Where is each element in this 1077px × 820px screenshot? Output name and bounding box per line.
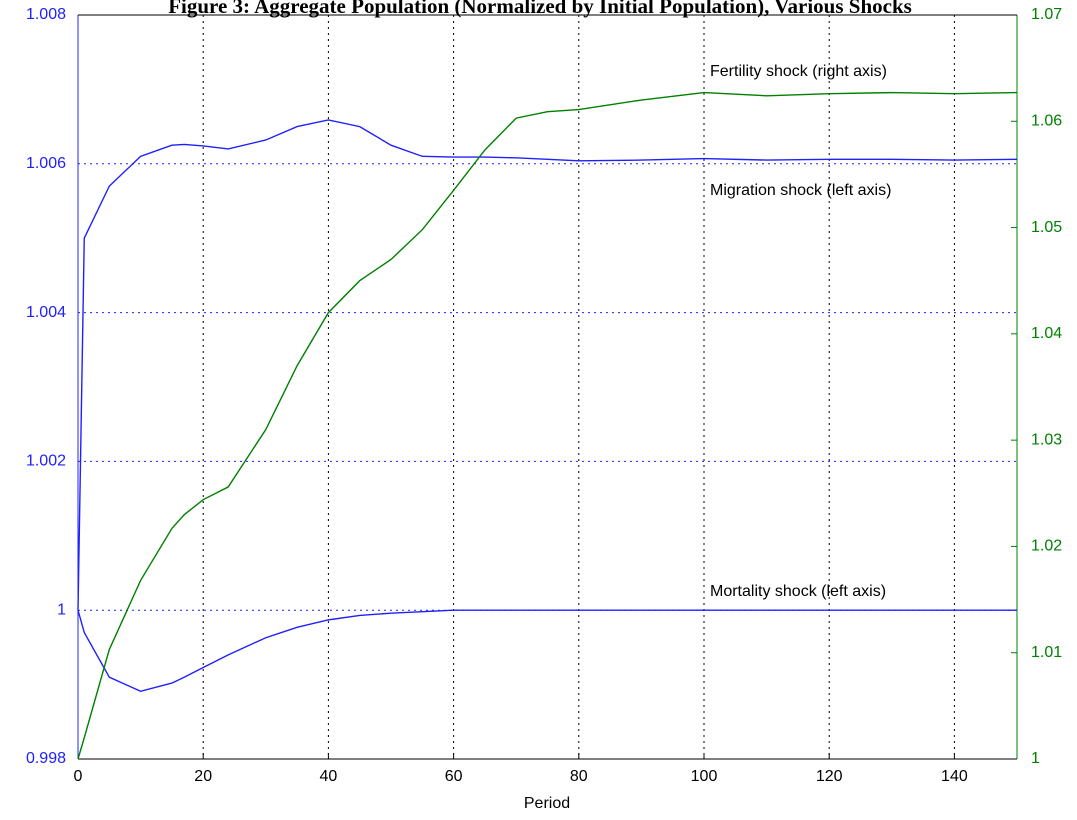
x-tick-label: 20	[194, 768, 212, 785]
x-tick-label: 40	[320, 768, 338, 785]
series-line	[77, 91, 1018, 760]
y2-tick-label: 1.01	[1031, 644, 1062, 661]
x-axis-label: Period	[524, 795, 570, 812]
y-tick-label: 1.002	[26, 453, 66, 470]
y2-tick-label: 1.03	[1031, 431, 1062, 448]
x-tick-label: 140	[941, 768, 968, 785]
y-tick-label: 1.006	[26, 155, 66, 172]
x-tick-label: 80	[570, 768, 588, 785]
y2-tick-label: 1.04	[1031, 325, 1062, 342]
y2-tick-label: 1	[1031, 750, 1040, 767]
y-tick-label: 1.008	[26, 6, 66, 23]
series-line	[77, 119, 1018, 611]
series-label: Migration shock (left axis)	[710, 182, 891, 199]
y2-tick-label: 1.06	[1031, 113, 1062, 130]
y-tick-label: 0.998	[26, 750, 66, 767]
x-tick-label: 100	[691, 768, 718, 785]
series-label: Fertility shock (right axis)	[710, 63, 887, 80]
y2-tick-label: 1.07	[1031, 6, 1062, 23]
x-tick-label: 60	[445, 768, 463, 785]
y2-tick-label: 1.02	[1031, 538, 1062, 555]
series-label: Mortality shock (left axis)	[710, 583, 886, 600]
series-line	[77, 609, 1017, 693]
y2-tick-label: 1.05	[1031, 219, 1062, 236]
x-tick-label: 120	[816, 768, 843, 785]
x-tick-label: 0	[74, 768, 83, 785]
y-tick-label: 1.004	[26, 304, 66, 321]
chart-title: Figure 3: Aggregate Population (Normaliz…	[168, 0, 912, 18]
y-tick-label: 1	[57, 601, 66, 618]
